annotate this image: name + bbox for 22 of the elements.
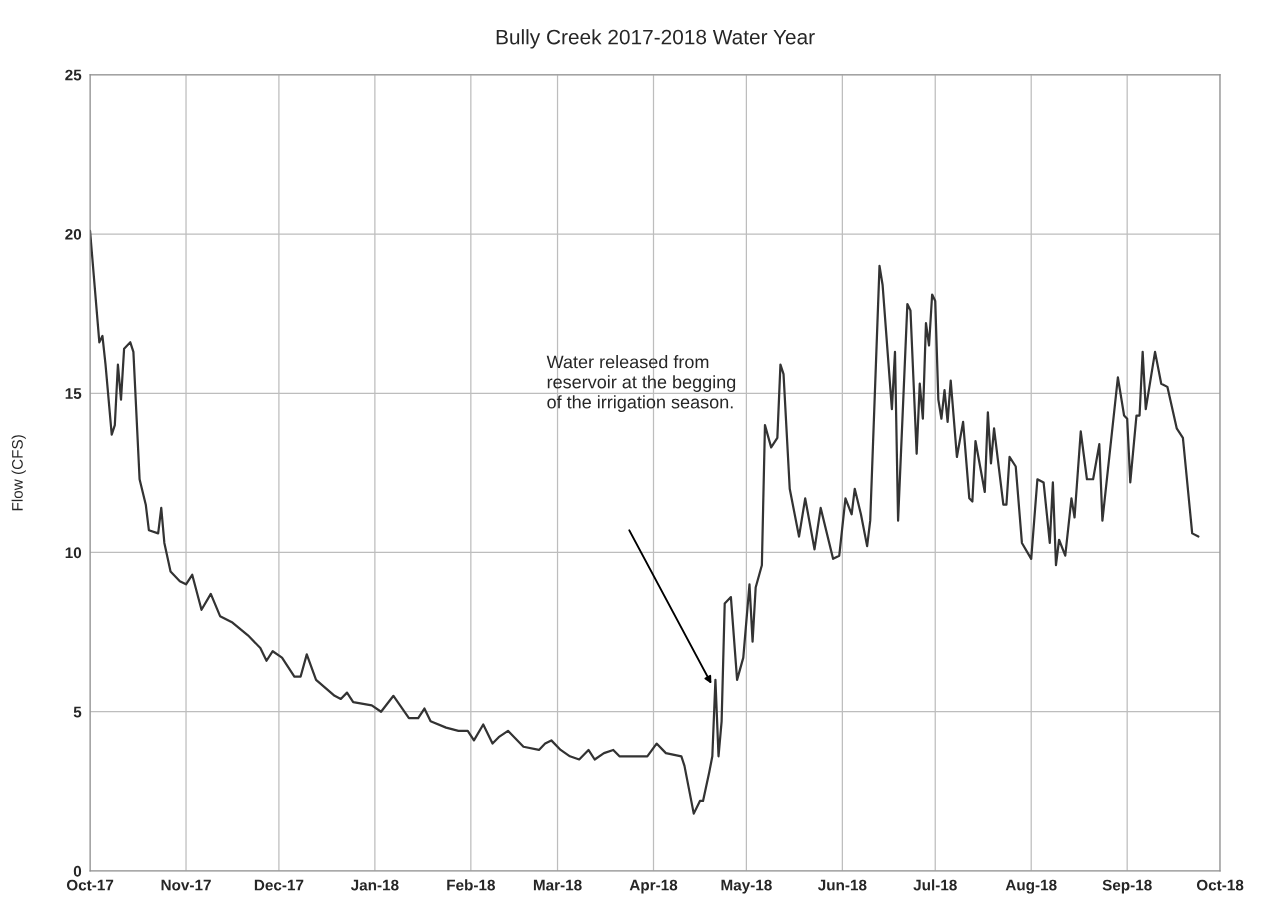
x-tick-label: Nov-17	[161, 879, 211, 891]
y-tick-label: 5	[73, 706, 82, 718]
chart-title: Bully Creek 2017-2018 Water Year	[496, 29, 815, 49]
y-tick-label: 25	[65, 69, 82, 81]
x-tick-label: Feb-18	[447, 879, 495, 891]
x-tick-label: Oct-17	[66, 879, 114, 891]
x-tick-label: Mar-18	[533, 879, 582, 891]
x-tick-label: Jan-18	[350, 879, 399, 891]
y-tick-label: 0	[73, 865, 82, 877]
y-tick-label: 20	[65, 228, 82, 240]
x-tick-label: Jul-18	[913, 879, 957, 891]
x-tick-label: Jun-18	[817, 879, 867, 891]
x-tick-label: Sep-18	[1102, 879, 1152, 894]
y-axis-title: Flow (CFS)	[11, 435, 26, 511]
x-tick-label: Oct-18	[1196, 879, 1244, 891]
x-tick-label: Apr-18	[629, 879, 678, 894]
x-tick-label: Dec-17	[254, 879, 304, 891]
x-tick-label: May-18	[721, 879, 772, 894]
y-tick-label: 15	[65, 388, 82, 399]
y-tick-label: 10	[65, 547, 82, 559]
annotation: Water released from reservoir at the begging of the irrigation season.	[546, 355, 736, 413]
x-tick-label: Aug-18	[1005, 879, 1057, 894]
